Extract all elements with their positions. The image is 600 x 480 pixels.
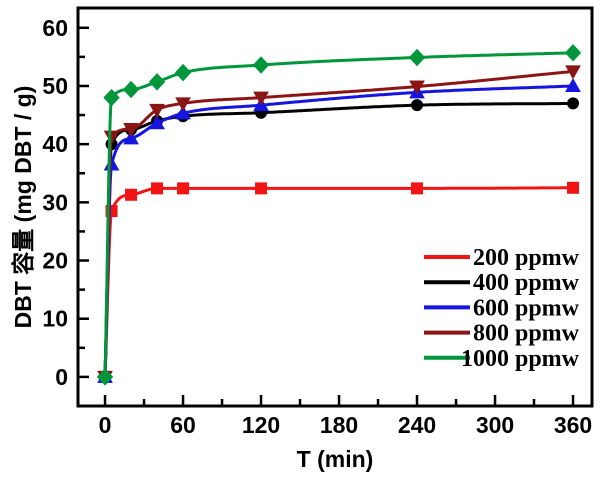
y-tick-label: 60 bbox=[42, 15, 68, 41]
x-tick-labels: 0 60 120 180 240 300 360 bbox=[99, 412, 593, 438]
diamond-marker bbox=[408, 48, 426, 67]
series-line-800-ppmw bbox=[103, 69, 575, 379]
square-marker bbox=[255, 182, 268, 195]
triangle-down-marker bbox=[565, 65, 581, 80]
diamond-marker bbox=[103, 88, 120, 107]
legend-label: 400 ppmw bbox=[473, 270, 580, 296]
y-axis-title: DBT 容量 (mg DBT / g) bbox=[10, 85, 36, 329]
legend-label: 800 ppmw bbox=[473, 321, 580, 347]
x-axis-title: T (min) bbox=[296, 446, 374, 472]
triangle-up-marker bbox=[149, 115, 165, 130]
y-tick-label: 10 bbox=[42, 306, 68, 332]
square-marker bbox=[567, 181, 580, 194]
plot-frame bbox=[76, 6, 594, 408]
triangle-down-marker bbox=[103, 130, 120, 145]
x-tick-label: 60 bbox=[170, 412, 196, 438]
triangle-up-marker bbox=[565, 77, 581, 92]
series-markers-800-ppmw bbox=[97, 65, 581, 385]
legend-label: 1000 ppmw bbox=[461, 346, 580, 372]
square-marker bbox=[411, 182, 424, 195]
square-marker bbox=[105, 205, 118, 218]
diamond-marker bbox=[564, 44, 582, 62]
triangle-down-marker bbox=[409, 80, 425, 95]
circle-marker bbox=[411, 99, 424, 112]
diamond-marker bbox=[122, 80, 140, 99]
square-marker bbox=[151, 182, 164, 195]
x-tick-label: 180 bbox=[320, 412, 358, 438]
triangle-down-marker bbox=[149, 103, 165, 118]
x-tick-label: 0 bbox=[99, 412, 112, 438]
y-tick-labels: 0 10 20 30 40 50 60 bbox=[42, 15, 68, 390]
square-marker bbox=[177, 182, 190, 195]
triangle-down-marker bbox=[123, 123, 139, 138]
triangle-down-marker bbox=[175, 97, 191, 112]
x-tick-label: 360 bbox=[554, 412, 592, 438]
square-marker bbox=[125, 188, 138, 201]
diamond-marker bbox=[96, 368, 114, 386]
y-axis-ticks bbox=[79, 26, 89, 379]
series-markers-1000-ppmw bbox=[96, 44, 582, 386]
triangle-up-marker bbox=[123, 130, 139, 145]
x-tick-label: 240 bbox=[398, 412, 436, 438]
diamond-marker bbox=[148, 73, 166, 91]
diamond-marker bbox=[174, 63, 192, 82]
y-tick-label: 30 bbox=[42, 189, 68, 215]
circle-marker bbox=[567, 97, 580, 110]
legend-label: 600 ppmw bbox=[473, 295, 580, 321]
y-tick-label: 50 bbox=[42, 73, 68, 99]
triangle-down-marker bbox=[253, 91, 269, 106]
series-line-600-ppmw bbox=[103, 84, 575, 379]
x-axis-ticks bbox=[103, 395, 575, 405]
y-tick-label: 0 bbox=[55, 364, 68, 390]
y-tick-label: 20 bbox=[42, 248, 68, 274]
legend-label: 200 ppmw bbox=[473, 245, 580, 271]
triangle-up-marker bbox=[175, 105, 191, 120]
x-tick-label: 300 bbox=[476, 412, 514, 438]
diamond-marker bbox=[252, 56, 270, 74]
x-tick-label: 120 bbox=[242, 412, 280, 438]
y-tick-label: 40 bbox=[42, 131, 68, 157]
